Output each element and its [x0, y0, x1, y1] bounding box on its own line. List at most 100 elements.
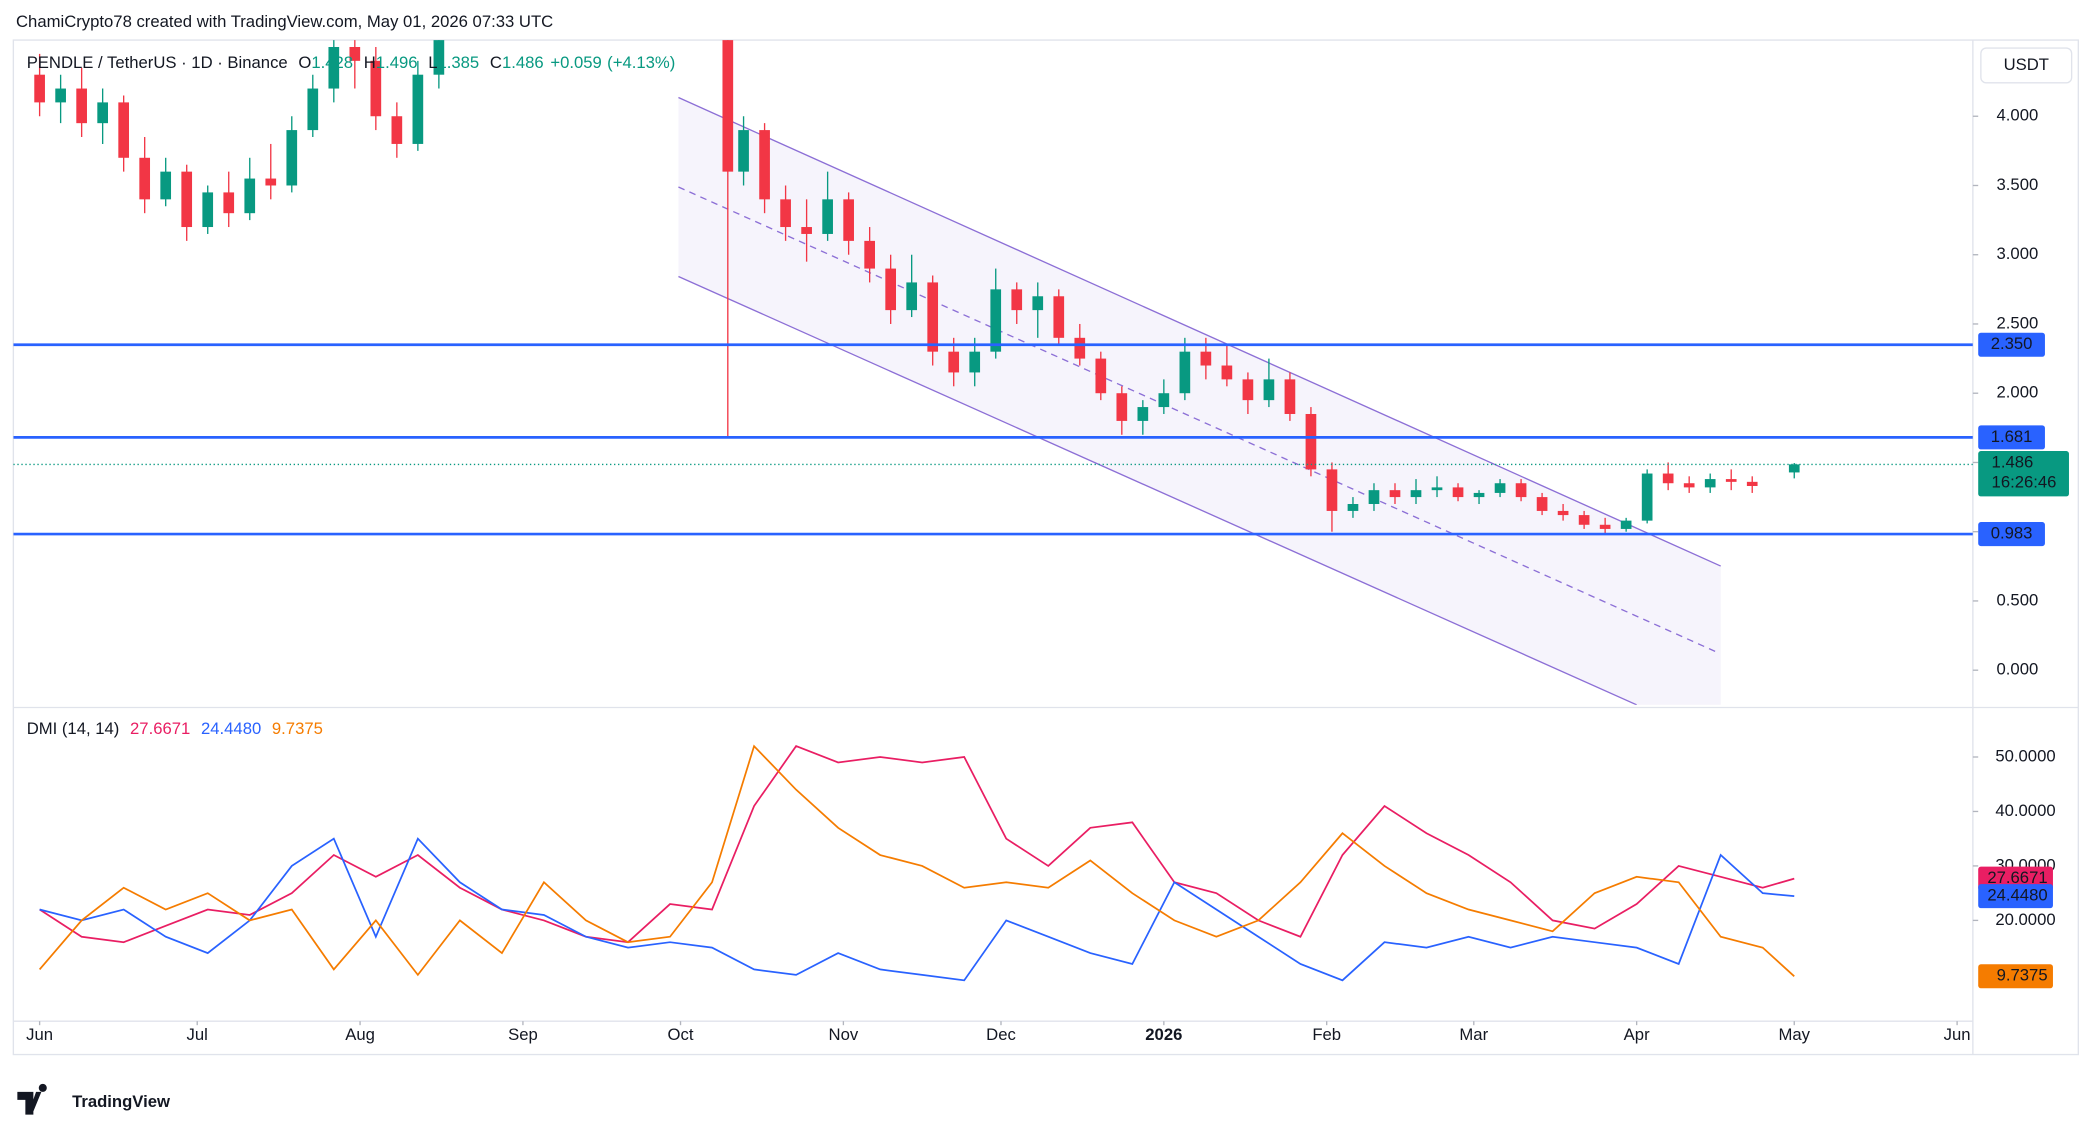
currency: USDT — [2004, 55, 2049, 74]
candle-body — [476, 0, 487, 5]
x-tick-label: Jul — [187, 1025, 208, 1044]
x-tick-label: 2026 — [1145, 1025, 1182, 1044]
change: +0.059 — [550, 54, 601, 73]
candle-body — [822, 199, 833, 234]
candle-body — [97, 102, 108, 124]
candle-body — [1515, 483, 1527, 498]
level-tag — [1978, 522, 2045, 547]
last-price-tag — [1978, 451, 2069, 497]
channel-lower — [678, 275, 1637, 705]
x-tick-label: Sep — [508, 1025, 538, 1044]
candle-body — [1116, 393, 1128, 421]
last-price-label: 1.486 — [1992, 452, 2034, 471]
candle-body — [1578, 515, 1590, 525]
ohlc-value: 1.486 — [502, 54, 544, 73]
dmi-y-tick-label: 40.0000 — [1995, 801, 2055, 820]
level-tag — [1978, 425, 2045, 450]
candle-body — [1473, 492, 1485, 498]
x-tick-label: May — [1779, 1025, 1811, 1044]
candle-body — [885, 268, 897, 311]
axes: Jun Jul Aug Sep Oct Nov Dec 2026 Feb Mar Apr May Jun… — [26, 106, 2069, 1044]
x-tick-label: Feb — [1312, 1025, 1341, 1044]
candle-body — [391, 116, 403, 144]
candle-body — [244, 178, 256, 214]
candle-body — [1536, 497, 1548, 511]
candle-body — [1011, 289, 1023, 311]
candle-body — [1662, 473, 1674, 484]
candle-body — [722, 40, 734, 172]
candle-body — [1032, 296, 1044, 311]
candle-body — [1221, 365, 1233, 380]
candle-body — [1704, 479, 1716, 488]
candle-body — [1347, 504, 1359, 511]
dmi-line — [39, 745, 1795, 944]
x-tick-label: Jun — [26, 1025, 53, 1044]
y-tick-label: 4.000 — [1997, 106, 2039, 125]
candle-body — [76, 88, 87, 124]
y-tick-label: 2.000 — [1997, 383, 2039, 402]
dmi-y-tick-label: 50.0000 — [1995, 746, 2055, 765]
candle-body — [1242, 379, 1254, 401]
candle-body — [181, 171, 193, 228]
candle-body — [34, 74, 45, 103]
channel-fill — [678, 97, 1721, 705]
ohlc-letter: H — [364, 54, 376, 73]
candle-body — [1494, 483, 1506, 493]
y-tick-label: 0.500 — [1997, 590, 2039, 609]
x-tick-label: Dec — [986, 1025, 1016, 1044]
candle-body — [1620, 520, 1632, 529]
candle-body — [1599, 524, 1611, 529]
candle-body — [1095, 358, 1107, 394]
dmi-title: DMI (14, 14) — [27, 720, 120, 739]
level-tag-label: 1.681 — [1991, 427, 2033, 446]
candle-body — [1284, 379, 1296, 414]
candle-body — [1326, 469, 1338, 511]
dmi-value-tag-label: 27.6671 — [1987, 868, 2047, 887]
candle-body — [328, 46, 340, 89]
candle-body — [1053, 296, 1065, 338]
ohlc-value: 1.428 — [311, 54, 353, 73]
candle-body — [927, 282, 939, 352]
x-tick-label: Nov — [829, 1025, 859, 1044]
candle-body — [1305, 413, 1317, 470]
currency-box[interactable] — [1980, 47, 2073, 84]
x-tick-label: Oct — [668, 1025, 694, 1044]
level-tag-label: 0.983 — [1991, 523, 2033, 542]
candle-body — [1725, 479, 1737, 482]
candle-body — [202, 192, 214, 228]
candle-body — [307, 88, 319, 131]
candle-body — [349, 46, 361, 61]
price-pane — [13, 0, 1973, 705]
candle-body — [1683, 483, 1695, 488]
candle-body — [990, 289, 1002, 352]
dmi-legend-value: 9.7375 — [272, 720, 323, 739]
candle-body — [433, 40, 445, 75]
header: ChamiCrypto78 created with TradingView.c… — [16, 12, 553, 31]
candle-body — [1368, 490, 1380, 505]
dmi-line — [39, 837, 1795, 982]
candle-body — [1158, 393, 1170, 408]
candle-body — [118, 102, 130, 158]
candle-body — [139, 157, 151, 200]
candle-body — [1410, 490, 1422, 498]
ohlc-letter: C — [490, 54, 502, 73]
y-tick-label: 3.500 — [1997, 175, 2039, 194]
x-tick-label: Jun — [1944, 1025, 1971, 1044]
candle-body — [906, 282, 918, 311]
level-tag-label: 2.350 — [1991, 334, 2033, 353]
candle-body — [160, 171, 172, 200]
channel-middle — [678, 186, 1716, 653]
dmi-value-tag-label: 9.7375 — [1997, 966, 2048, 985]
legend: PENDLE / TetherUS · 1D · Binance O1.428 H1… — [27, 54, 676, 739]
candle-body — [1557, 510, 1569, 516]
ohlc-letter: L — [428, 54, 437, 73]
candle-body — [843, 199, 854, 241]
logo-text: TradingView — [72, 1092, 170, 1111]
candle-body — [286, 130, 298, 186]
candle-body — [1179, 351, 1191, 394]
y-tick-label: 3.000 — [1997, 244, 2039, 263]
frame — [12, 39, 2079, 1056]
symbol-legend: PENDLE / TetherUS · 1D · Binance O1.428 H1… — [27, 54, 676, 73]
candle-body — [1137, 407, 1149, 421]
